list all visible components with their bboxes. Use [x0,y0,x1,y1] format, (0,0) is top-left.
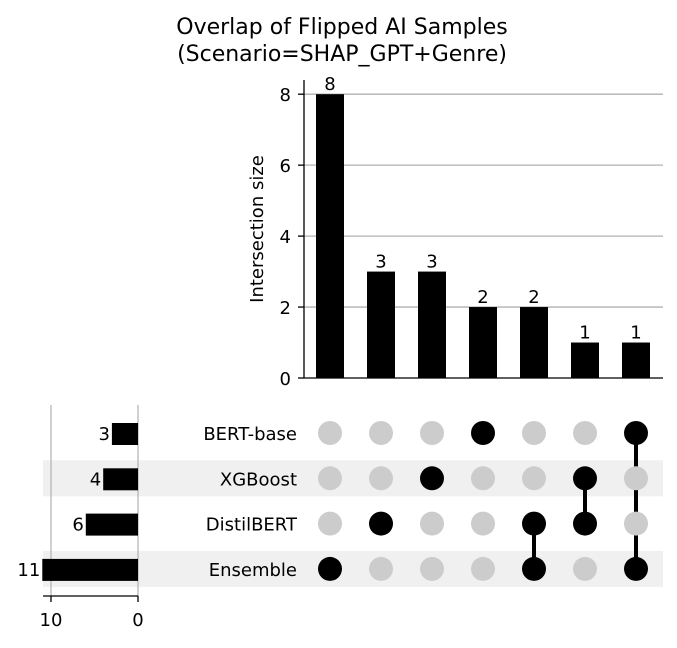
set-size-bar-Ensemble [42,558,138,581]
intersection-bar-6 [571,342,599,378]
dot-active-4-BERT-base [471,421,495,445]
y-tick-label-8: 8 [280,85,291,106]
intersection-bar-4 [469,307,497,378]
title-line-2: (Scenario=SHAP_GPT+Genre) [177,42,507,67]
intersection-bar-5 [520,307,548,378]
dot-inactive-1-XGBoost [318,466,342,491]
dot-inactive-5-BERT-base [522,421,546,445]
dot-inactive-4-DistilBERT [471,511,495,536]
dot-inactive-3-DistilBERT [420,511,444,536]
bar-value-label-1: 8 [324,74,335,95]
dot-inactive-4-Ensemble [471,556,495,581]
intersection-bar-7 [622,342,650,378]
row-stripe-Ensemble [43,550,663,587]
dot-active-6-XGBoost [573,466,597,491]
dot-inactive-2-XGBoost [369,466,393,491]
set-size-bar-BERT-base [111,423,138,445]
dot-inactive-3-BERT-base [420,421,444,445]
set-label-Ensemble: Ensemble [209,560,297,581]
dot-inactive-7-DistilBERT [624,511,648,536]
set-size-panel: BERT-base XGBoost DistilBERT Ensemble 3 4 6 11 1… [17,405,298,631]
set-size-label-DistilBERT: 6 [72,515,83,536]
matrix-row-stripes [43,460,663,587]
y-tick-label-2: 2 [280,298,291,319]
dot-active-7-Ensemble [624,556,648,581]
dot-inactive-6-BERT-base [573,421,597,445]
set-label-DistilBERT: DistilBERT [206,515,298,536]
intersection-bars: 8 3 3 2 2 1 1 [316,74,650,378]
bar-value-label-5: 2 [528,287,539,308]
dot-active-6-DistilBERT [573,511,597,536]
intersection-matrix [318,421,648,581]
dot-inactive-4-XGBoost [471,466,495,491]
bar-value-label-7: 1 [630,323,641,344]
y-tick-label-0: 0 [280,369,291,390]
axes: 0 2 4 6 8 Intersection size [247,80,663,390]
intersection-bar-2 [367,271,395,378]
dot-active-7-BERT-base [624,421,648,445]
set-label-BERT-base: BERT-base [203,424,297,445]
intersection-bar-3 [418,271,446,378]
gridlines [304,93,663,308]
title-line-1: Overlap of Flipped AI Samples [176,15,507,40]
dot-active-5-Ensemble [522,556,546,581]
dot-inactive-3-Ensemble [420,556,444,581]
dot-active-1-Ensemble [318,556,342,581]
dot-active-5-DistilBERT [522,511,546,536]
set-label-XGBoost: XGBoost [220,469,297,490]
dot-active-2-DistilBERT [369,511,393,536]
set-size-tick-label-10: 10 [40,610,63,631]
set-size-bar-XGBoost [103,468,138,491]
y-tick-label-6: 6 [280,156,291,177]
set-size-label-Ensemble: 11 [17,560,40,581]
row-stripe-XGBoost [43,460,663,497]
bar-value-label-2: 3 [375,252,386,273]
dot-inactive-6-Ensemble [573,556,597,581]
set-size-tick-label-0: 0 [132,610,143,631]
dot-inactive-5-XGBoost [522,466,546,491]
dot-inactive-1-BERT-base [318,421,342,445]
dot-active-3-XGBoost [420,466,444,491]
dot-inactive-2-BERT-base [369,421,393,445]
chart-title: Overlap of Flipped AI Samples(Scenario=S… [176,15,507,67]
bar-value-label-4: 2 [477,287,488,308]
set-size-bar-DistilBERT [85,513,138,536]
dot-inactive-7-XGBoost [624,466,648,491]
intersection-bar-1 [316,94,344,378]
dot-inactive-1-DistilBERT [318,511,342,536]
bar-value-label-3: 3 [426,252,437,273]
bar-value-label-6: 1 [579,323,590,344]
y-tick-label-4: 4 [280,227,291,248]
dot-inactive-2-Ensemble [369,556,393,581]
set-size-label-XGBoost: 4 [90,469,101,490]
set-size-label-BERT-base: 3 [98,424,109,445]
y-axis-label: Intersection size [247,155,268,303]
